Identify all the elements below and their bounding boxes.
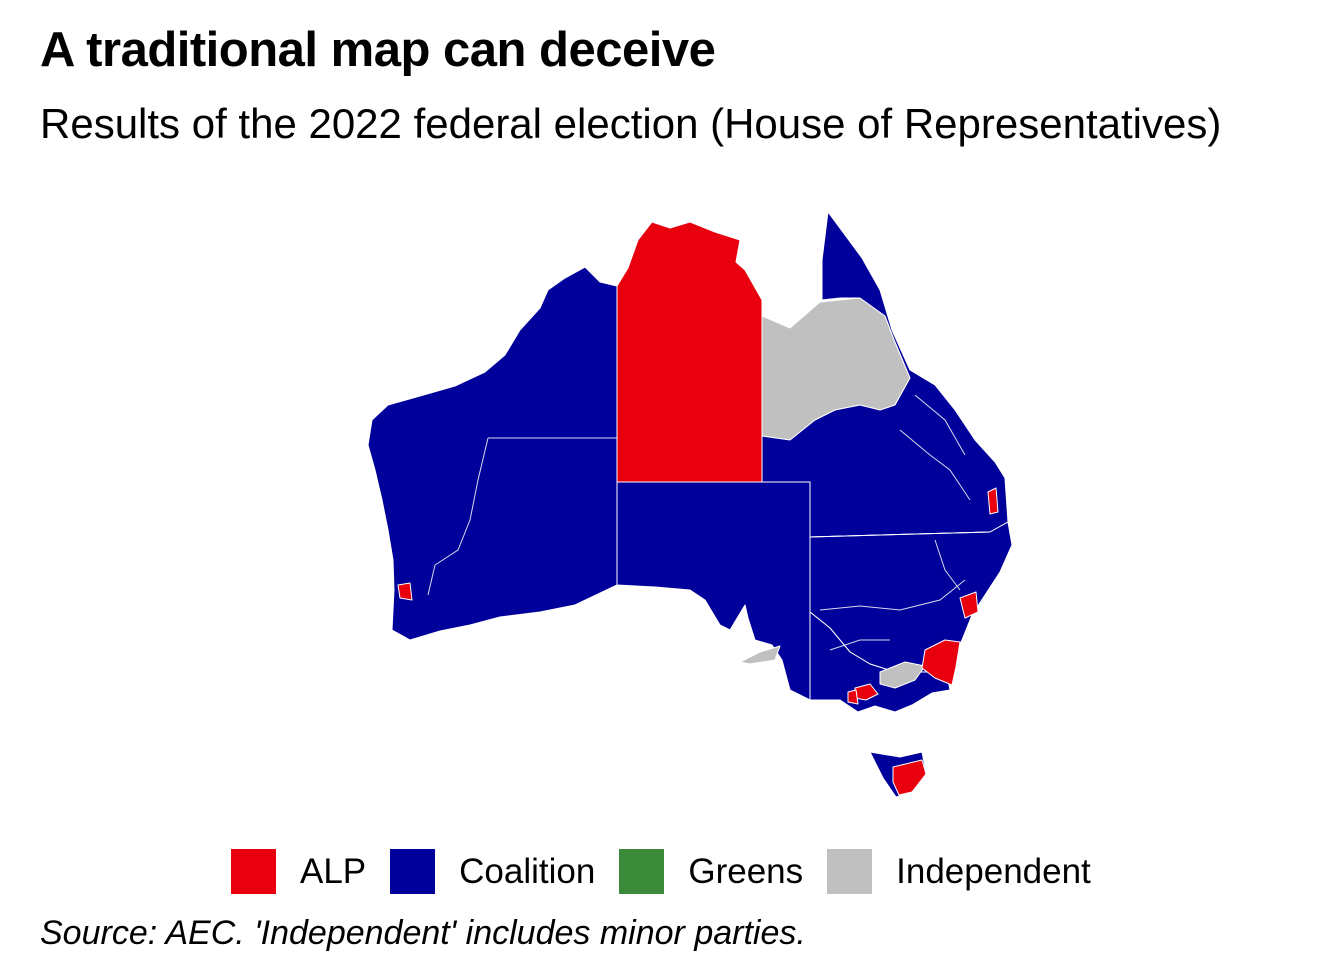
source-caption: Source: AEC. 'Independent' includes mino…	[40, 914, 806, 952]
electorate-boundaries	[427, 286, 991, 700]
brisbane-seat	[987, 487, 999, 515]
legend-item-greens: Greens	[619, 849, 803, 894]
legend-label-alp: ALP	[300, 851, 367, 891]
legend-item-coalition: Coalition	[390, 849, 595, 894]
legend-label-independent: Independent	[896, 851, 1091, 891]
legend-label-greens: Greens	[688, 851, 804, 891]
legend-swatch-alp	[231, 849, 276, 894]
legend-swatch-coalition	[390, 849, 436, 894]
northern-territory-seat	[616, 221, 763, 483]
geelong-seat	[847, 689, 859, 705]
hunter-seat	[959, 591, 979, 619]
south-australia-seats	[616, 481, 811, 701]
perth-seat	[397, 582, 413, 601]
gippsland-seat	[879, 661, 926, 689]
western-australia-seats	[367, 266, 618, 641]
tasmania-south-seat	[892, 759, 927, 796]
legend-swatch-independent	[827, 849, 873, 894]
legend-swatch-greens	[619, 849, 665, 894]
chart-title: A traditional map can deceive	[40, 23, 716, 77]
legend-item-alp: ALP	[231, 849, 366, 894]
kangaroo-island-seat	[739, 645, 781, 665]
legend: ALP Coalition Greens Independent	[231, 849, 1115, 894]
legend-item-independent: Independent	[827, 849, 1091, 894]
legend-label-coalition: Coalition	[459, 851, 596, 891]
south-coast-seat	[921, 639, 961, 686]
victoria-seats	[809, 611, 951, 713]
chart-subtitle: Results of the 2022 federal election (Ho…	[40, 100, 1222, 147]
